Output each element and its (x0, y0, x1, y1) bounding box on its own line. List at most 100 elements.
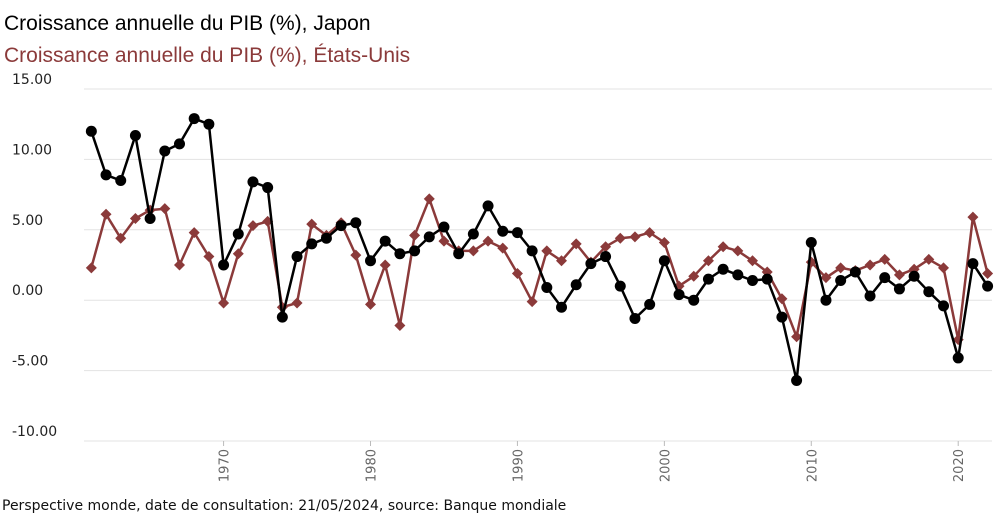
data-point (365, 255, 377, 267)
data-point (335, 220, 347, 232)
data-point (923, 253, 935, 265)
data-point (247, 220, 259, 232)
data-point (159, 145, 171, 157)
data-point (482, 235, 494, 247)
data-point (129, 129, 141, 141)
data-point (100, 169, 112, 181)
data-point (115, 175, 127, 187)
data-point (379, 259, 391, 271)
data-point (262, 182, 274, 194)
data-point (482, 200, 494, 212)
data-point (893, 283, 905, 295)
data-point (629, 313, 641, 325)
y-tick-label: 10.00 (12, 142, 52, 158)
data-point (556, 301, 568, 313)
series-line (90, 117, 989, 382)
data-point (497, 225, 509, 237)
data-point (85, 125, 97, 137)
data-point (923, 286, 935, 298)
data-point (541, 245, 553, 257)
y-tick-label: -5.00 (12, 354, 48, 370)
x-tick-label: 1990 (511, 449, 526, 482)
x-tick-label: 1980 (365, 449, 380, 482)
data-point (526, 245, 538, 257)
data-point (218, 259, 230, 271)
data-point (306, 218, 318, 230)
data-point (438, 235, 450, 247)
chart-title: Croissance annuelle du PIB (%), Japon (4, 12, 371, 35)
data-point (467, 245, 479, 257)
data-point (320, 232, 332, 244)
data-point (702, 273, 714, 285)
y-tick-label: 0.00 (12, 283, 43, 299)
chart-subtitle: Croissance annuelle du PIB (%), États-Un… (4, 44, 411, 67)
data-point (747, 274, 759, 286)
series-japon (85, 113, 994, 386)
series-group (85, 113, 994, 386)
data-point (174, 259, 186, 271)
data-point (350, 249, 362, 261)
data-point (658, 236, 670, 248)
data-point (717, 241, 729, 253)
x-axis-ticks: 1970 1980 1990 2000 2010 2020 (218, 441, 967, 482)
data-point (747, 255, 759, 267)
data-point (938, 262, 950, 274)
data-point (541, 282, 553, 294)
data-point (644, 298, 656, 310)
data-point (688, 294, 700, 306)
data-point (409, 245, 421, 257)
data-point (511, 227, 523, 239)
data-point (511, 267, 523, 279)
data-point (629, 231, 641, 243)
y-tick-label: 5.00 (12, 213, 43, 229)
data-point (732, 269, 744, 281)
data-point (247, 176, 259, 188)
data-point (350, 217, 362, 229)
data-point (717, 263, 729, 275)
data-point (982, 267, 994, 279)
data-point (394, 248, 406, 260)
x-tick-label: 2020 (952, 449, 967, 482)
data-point (644, 227, 656, 239)
data-point (776, 293, 788, 305)
data-point (702, 255, 714, 267)
data-point (791, 374, 803, 386)
data-point (218, 297, 230, 309)
y-axis-ticks: 15.00 10.00 5.00 0.00 -5.00 -10.00 (12, 72, 57, 440)
data-point (394, 320, 406, 332)
data-point (144, 213, 156, 225)
source-note: Perspective monde, date de consultation:… (2, 498, 567, 514)
data-point (658, 255, 670, 267)
data-point (967, 211, 979, 223)
data-point (291, 251, 303, 263)
data-point (174, 138, 186, 150)
x-tick-label: 2010 (805, 449, 820, 482)
x-tick-label: 2000 (658, 449, 673, 482)
data-point (585, 258, 597, 270)
data-point (497, 242, 509, 254)
data-point (805, 236, 817, 248)
data-point (438, 221, 450, 233)
data-point (982, 280, 994, 292)
data-point (188, 227, 200, 239)
data-point (409, 229, 421, 241)
data-point (761, 273, 773, 285)
data-point (864, 290, 876, 302)
data-point (100, 208, 112, 220)
data-point (85, 262, 97, 274)
data-point (908, 270, 920, 282)
data-point (306, 238, 318, 250)
data-point (115, 232, 127, 244)
data-point (938, 300, 950, 312)
data-point (864, 259, 876, 271)
data-point (453, 248, 465, 260)
data-point (688, 270, 700, 282)
data-point (893, 269, 905, 281)
data-point (291, 297, 303, 309)
data-point (776, 311, 788, 323)
data-point (952, 352, 964, 364)
data-point (365, 298, 377, 310)
data-point (600, 251, 612, 263)
data-point (203, 251, 215, 263)
